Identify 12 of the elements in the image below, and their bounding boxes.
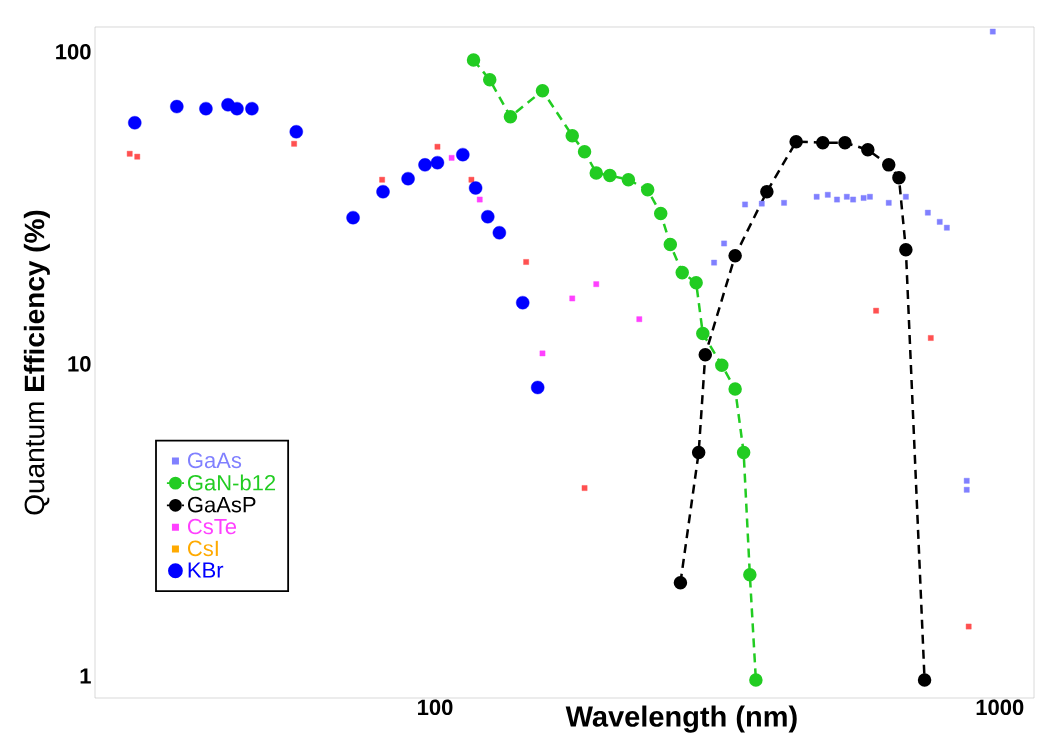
y-tick-label: 100 xyxy=(56,43,91,60)
y-tick-label: 10 xyxy=(68,356,91,372)
legend-label: KBr xyxy=(188,562,224,578)
legend-label: GaAs xyxy=(187,452,242,469)
y-axis-title: Quantum Efficiency (%) xyxy=(23,210,50,515)
legend-label: CsTe xyxy=(187,518,237,535)
x-tick-label: 1000 xyxy=(976,699,1024,716)
x-axis-title: Wavelength (nm) xyxy=(565,705,797,733)
legend-label: GaAsP xyxy=(187,496,256,513)
legend-label: CsI xyxy=(187,540,218,557)
legend-label: GaN-b12 xyxy=(187,474,276,491)
y-tick-label: 1 xyxy=(80,668,91,684)
